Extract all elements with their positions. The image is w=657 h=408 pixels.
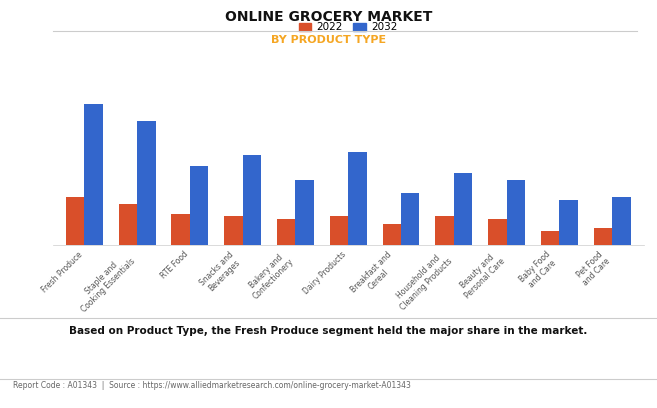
Bar [84,104,102,245]
Bar [507,180,525,245]
Text: ONLINE GROCERY MARKET: ONLINE GROCERY MARKET [225,10,432,24]
Bar [401,193,419,245]
Bar [488,219,507,245]
Legend: 2022, 2032: 2022, 2032 [295,18,401,37]
Bar [348,152,367,245]
Bar [296,180,314,245]
Text: BY PRODUCT TYPE: BY PRODUCT TYPE [271,35,386,45]
Text: Report Code : A01343  |  Source : https://www.alliedmarketresearch.com/online-gr: Report Code : A01343 | Source : https://… [13,381,411,390]
Bar [137,121,156,245]
Bar [277,219,296,245]
Bar [171,214,190,245]
Bar [541,231,559,245]
Bar [224,215,242,245]
Bar [559,200,578,245]
Bar [330,215,348,245]
Bar [454,173,472,245]
Bar [382,224,401,245]
Bar [190,166,208,245]
Bar [66,197,84,245]
Bar [118,204,137,245]
Bar [594,228,612,245]
Bar [612,197,631,245]
Bar [242,155,261,245]
Bar [436,215,454,245]
Text: Based on Product Type, the Fresh Produce segment held the major share in the mar: Based on Product Type, the Fresh Produce… [69,326,588,337]
